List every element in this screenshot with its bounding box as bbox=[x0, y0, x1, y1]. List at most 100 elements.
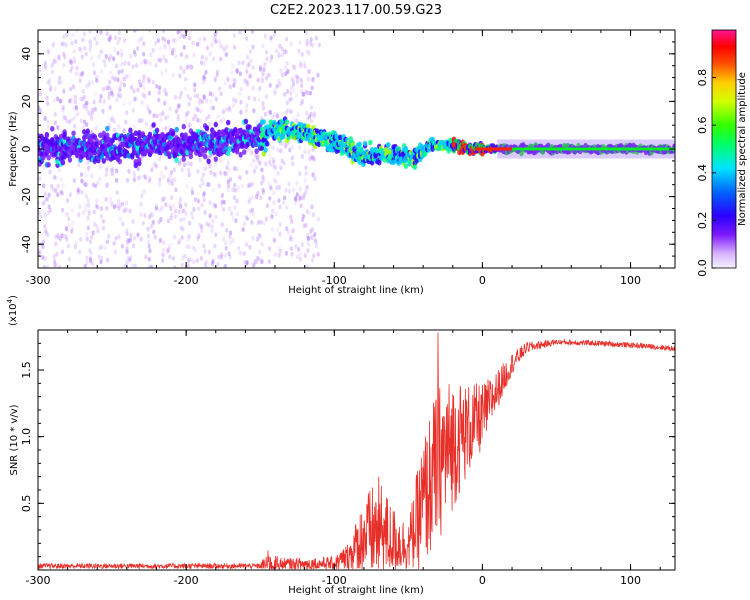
spectrogram-noise-mark bbox=[78, 249, 82, 255]
spectrogram-noise-mark bbox=[188, 30, 193, 36]
spectrogram-noise-mark bbox=[105, 167, 109, 172]
spectrogram-noise-mark bbox=[93, 221, 97, 227]
spectrogram-noise-mark bbox=[195, 41, 200, 47]
spectrogram-band-mark bbox=[46, 154, 51, 161]
spectrogram-noise-mark bbox=[120, 80, 124, 86]
spectrogram-noise-mark bbox=[202, 76, 207, 82]
spectrogram-noise-mark bbox=[136, 87, 140, 93]
spectrogram-noise-mark bbox=[256, 153, 260, 159]
spectrogram-noise-mark bbox=[263, 61, 267, 67]
spectrogram-noise-mark bbox=[93, 106, 97, 112]
spectrogram-noise-mark bbox=[196, 93, 200, 99]
spectrogram-noise-mark bbox=[167, 44, 172, 50]
spectrogram-noise-mark bbox=[213, 243, 217, 249]
spectrogram-noise-mark bbox=[301, 217, 305, 223]
spectrogram-noise-mark bbox=[127, 168, 131, 174]
spectrogram-noise-mark bbox=[45, 196, 50, 202]
spectrogram-band-mark bbox=[403, 163, 409, 169]
spectrogram-noise-mark bbox=[116, 198, 121, 204]
spectrogram-noise-mark bbox=[67, 222, 71, 228]
spectrogram-noise-mark bbox=[113, 47, 117, 52]
spectrogram-noise-mark bbox=[67, 257, 71, 262]
spectrogram-noise-mark bbox=[127, 238, 131, 244]
spectrogram-noise-mark bbox=[202, 193, 206, 199]
spectrogram-noise-mark bbox=[141, 220, 145, 226]
spectrogram-band-mark bbox=[53, 151, 58, 157]
spectrogram-noise-mark bbox=[226, 160, 230, 166]
spectrogram-noise-mark bbox=[125, 228, 129, 234]
spectrogram-noise-mark bbox=[99, 30, 103, 35]
spectrogram-noise-mark bbox=[52, 98, 57, 103]
spectrogram-noise-mark bbox=[314, 239, 318, 245]
spectrogram-noise-mark bbox=[279, 148, 283, 154]
spectrogram-noise-mark bbox=[117, 88, 122, 94]
spectrogram-noise-mark bbox=[160, 71, 164, 76]
spectrogram-noise-mark bbox=[286, 69, 290, 74]
spectrogram-band-mark bbox=[338, 134, 343, 141]
spectrogram-noise-mark bbox=[89, 260, 93, 265]
spectrogram-band-mark bbox=[101, 158, 106, 164]
spectrogram-noise-mark bbox=[128, 208, 132, 214]
spectrogram-noise-mark bbox=[224, 44, 229, 50]
spectrogram-noise-mark bbox=[114, 64, 118, 70]
spectrogram-noise-mark bbox=[122, 76, 126, 82]
spectrogram-noise-mark bbox=[170, 212, 174, 218]
spectrogram-noise-mark bbox=[298, 195, 302, 201]
spectrogram-noise-mark bbox=[137, 118, 141, 124]
spectrogram-noise-mark bbox=[233, 79, 237, 84]
spectrogram-noise-mark bbox=[136, 166, 140, 171]
spectrogram-noise-mark bbox=[215, 72, 219, 78]
top-x-tick-label: -200 bbox=[174, 274, 199, 287]
spectrogram-band-mark bbox=[206, 158, 211, 165]
spectrogram-noise-mark bbox=[259, 195, 263, 201]
spectrogram-band-mark bbox=[92, 149, 98, 156]
spectrogram-noise-mark bbox=[163, 88, 167, 93]
spectrogram-noise-mark bbox=[260, 78, 265, 84]
spectrogram-noise-mark bbox=[87, 82, 91, 88]
spectrogram-noise-mark bbox=[112, 118, 116, 124]
spectrogram-noise-mark bbox=[118, 82, 123, 88]
spectrogram-noise-mark bbox=[105, 85, 109, 91]
spectrogram-noise-mark bbox=[152, 113, 156, 119]
spectrogram-noise-mark bbox=[197, 234, 201, 240]
spectrogram-band-mark bbox=[204, 125, 210, 131]
spectrogram-noise-mark bbox=[202, 60, 207, 66]
spectrogram-noise-mark bbox=[56, 125, 60, 130]
spectrogram-noise-mark bbox=[99, 163, 103, 169]
spectrogram-band-mark bbox=[199, 151, 204, 157]
spectrogram-noise-mark bbox=[286, 229, 291, 235]
spectrogram-noise-mark bbox=[287, 97, 292, 103]
spectrogram-noise-mark bbox=[149, 264, 154, 268]
spectrogram-noise-mark bbox=[95, 204, 100, 210]
spectrogram-noise-mark bbox=[304, 165, 308, 171]
spectrogram-noise-mark bbox=[232, 195, 237, 200]
spectrogram-noise-mark bbox=[245, 103, 249, 108]
spectrogram-noise-mark bbox=[166, 177, 170, 182]
spectrogram-noise-mark bbox=[44, 228, 48, 234]
spectrogram-noise-mark bbox=[247, 62, 251, 67]
spectrogram-noise-mark bbox=[178, 30, 182, 34]
spectrogram-noise-mark bbox=[129, 53, 133, 59]
spectrogram-noise-mark bbox=[163, 37, 167, 43]
spectrogram-noise-mark bbox=[245, 259, 249, 265]
spectrogram-noise-mark bbox=[224, 245, 228, 251]
spectrogram-noise-mark bbox=[80, 70, 85, 76]
spectrogram-noise-mark bbox=[317, 42, 321, 48]
spectrogram-noise-mark bbox=[262, 220, 267, 226]
spectrogram-noise-mark bbox=[109, 196, 113, 202]
spectrogram-noise-mark bbox=[123, 263, 127, 268]
spectrogram-noise-mark bbox=[38, 175, 42, 181]
spectrogram-noise-mark bbox=[283, 111, 287, 117]
spectrogram-noise-mark bbox=[120, 68, 124, 74]
spectrogram-noise-mark bbox=[41, 255, 45, 261]
spectrogram-noise-mark bbox=[217, 183, 221, 189]
spectrogram-noise-mark bbox=[251, 44, 255, 50]
spectrogram-noise-mark bbox=[270, 227, 275, 232]
spectrogram-noise-mark bbox=[277, 185, 282, 190]
spectrogram-noise-mark bbox=[142, 41, 146, 47]
spectrogram-noise-mark bbox=[306, 236, 310, 241]
spectrogram-noise-mark bbox=[210, 42, 214, 48]
spectrogram-noise-mark bbox=[172, 167, 177, 172]
spectrogram-noise-mark bbox=[150, 212, 154, 218]
spectrogram-noise-mark bbox=[311, 77, 315, 83]
